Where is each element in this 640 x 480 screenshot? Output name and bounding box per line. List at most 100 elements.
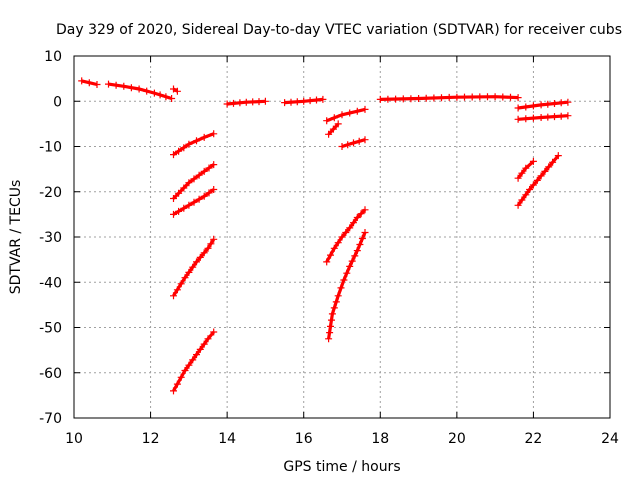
data-point <box>210 186 218 193</box>
data-point <box>120 82 128 90</box>
data-point <box>338 143 346 150</box>
data-point <box>300 97 308 105</box>
data-point <box>522 191 530 199</box>
y-tick-label: -40 <box>39 275 62 291</box>
data-point <box>461 93 468 101</box>
data-point <box>343 269 351 277</box>
data-point <box>554 152 562 160</box>
data-point <box>255 98 263 106</box>
data-point <box>78 77 86 85</box>
data-point <box>330 244 338 252</box>
data-point <box>185 140 193 148</box>
y-tick-label: -20 <box>39 185 62 201</box>
data-point <box>210 328 218 336</box>
data-point <box>185 361 193 369</box>
satellite-track <box>514 152 562 209</box>
x-axis-label: GPS time / hours <box>283 459 400 475</box>
data-point <box>175 207 183 215</box>
data-point <box>175 189 183 197</box>
data-point <box>551 113 558 121</box>
data-point <box>355 137 363 145</box>
data-point <box>170 387 177 395</box>
data-point <box>181 367 189 374</box>
data-point <box>338 233 346 241</box>
data-point <box>361 229 369 236</box>
data-point <box>170 292 177 300</box>
data-point <box>342 229 350 236</box>
data-point <box>112 81 120 89</box>
data-point <box>173 380 181 388</box>
data-point <box>180 204 188 212</box>
data-point <box>518 196 526 204</box>
data-point <box>346 224 354 232</box>
data-point <box>514 94 522 102</box>
satellite-track <box>170 186 218 218</box>
satellite-track <box>325 120 342 138</box>
data-point <box>422 94 430 102</box>
data-point <box>185 179 193 187</box>
data-point <box>346 262 354 270</box>
y-tick-label: -60 <box>39 366 62 382</box>
data-point <box>326 329 334 337</box>
data-point <box>180 184 188 192</box>
data-point <box>356 241 364 248</box>
satellite-track <box>338 136 369 150</box>
data-point <box>337 284 345 292</box>
data-point <box>545 163 553 171</box>
satellite-track <box>170 161 218 202</box>
data-point <box>353 107 361 115</box>
data-point <box>399 95 407 103</box>
data-point <box>210 130 218 138</box>
data-point <box>156 91 164 99</box>
satellite-track <box>514 112 572 123</box>
data-point <box>564 112 572 120</box>
data-point <box>173 286 181 294</box>
data-point <box>193 258 200 266</box>
data-point <box>438 94 445 102</box>
x-tick-label: 22 <box>525 431 543 447</box>
satellite-track <box>376 93 522 103</box>
y-tick-labels: 10 0 -10 -20 -30 -40 -50 -60 -70 <box>39 49 62 427</box>
data-point <box>196 345 204 353</box>
y-tick-label: 0 <box>53 94 62 110</box>
x-tick-label: 14 <box>218 431 236 447</box>
data-point <box>340 276 348 284</box>
data-point <box>177 280 185 288</box>
data-point <box>325 335 333 343</box>
data-point <box>204 335 212 343</box>
data-point <box>162 93 170 101</box>
data-point <box>185 201 193 209</box>
data-series <box>78 77 572 395</box>
data-point <box>544 100 552 108</box>
data-point <box>189 263 197 271</box>
data-point <box>415 95 423 102</box>
y-tick-label: 10 <box>44 49 62 65</box>
data-point <box>514 201 522 209</box>
data-point <box>351 252 359 260</box>
y-tick-label: -30 <box>39 230 62 246</box>
data-point <box>330 114 338 122</box>
y-tick-label: -50 <box>39 321 62 337</box>
data-point <box>514 115 522 123</box>
data-point <box>313 96 320 104</box>
data-point <box>330 304 338 312</box>
data-point <box>529 102 537 110</box>
data-point <box>353 247 361 255</box>
data-point <box>210 235 218 243</box>
data-point <box>230 99 237 107</box>
data-point <box>190 198 198 206</box>
data-point <box>358 235 366 242</box>
data-point <box>207 240 215 248</box>
data-point <box>200 340 208 348</box>
data-point <box>181 274 189 282</box>
data-point <box>549 158 557 166</box>
data-point <box>189 356 197 364</box>
data-point <box>242 98 250 106</box>
data-point <box>522 164 530 172</box>
data-point <box>361 136 369 144</box>
satellite-track <box>78 77 101 88</box>
data-point <box>85 79 93 87</box>
data-point <box>93 81 101 88</box>
data-point <box>281 99 289 107</box>
